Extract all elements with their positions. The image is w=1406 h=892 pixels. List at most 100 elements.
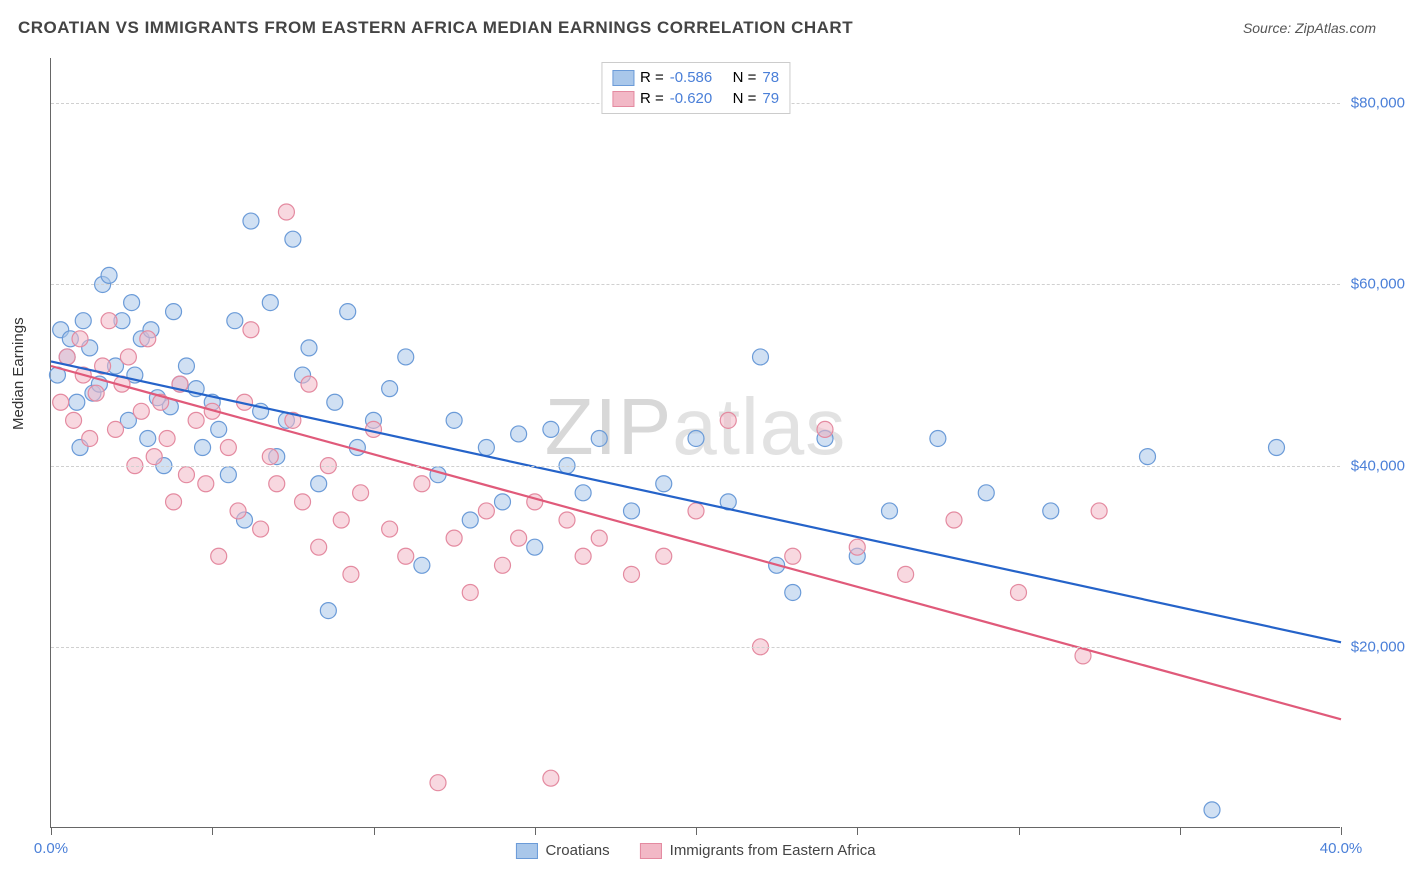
data-point (353, 485, 369, 501)
data-point (898, 566, 914, 582)
legend-item: Immigrants from Eastern Africa (640, 842, 876, 859)
x-tick (51, 827, 52, 835)
data-point (327, 394, 343, 410)
data-point (262, 295, 278, 311)
series-name: Immigrants from Eastern Africa (670, 842, 876, 859)
r-value: -0.620 (670, 90, 713, 107)
data-point (753, 349, 769, 365)
data-point (478, 503, 494, 519)
data-point (311, 476, 327, 492)
data-point (108, 421, 124, 437)
y-tick-label: $60,000 (1351, 276, 1405, 293)
data-point (178, 358, 194, 374)
gridline (51, 284, 1340, 285)
legend-row: R = -0.586 N = 78 (612, 67, 779, 88)
data-point (1091, 503, 1107, 519)
x-tick (857, 827, 858, 835)
data-point (1269, 440, 1285, 456)
data-point (69, 394, 85, 410)
data-point (188, 412, 204, 428)
data-point (120, 349, 136, 365)
data-point (278, 204, 294, 220)
data-point (72, 331, 88, 347)
data-point (591, 430, 607, 446)
data-point (527, 539, 543, 555)
gridline (51, 647, 1340, 648)
x-tick (374, 827, 375, 835)
data-point (575, 548, 591, 564)
data-point (575, 485, 591, 501)
data-point (166, 494, 182, 510)
x-tick (212, 827, 213, 835)
data-point (398, 349, 414, 365)
data-point (543, 770, 559, 786)
data-point (88, 385, 104, 401)
r-label: R = (640, 69, 664, 86)
data-point (1140, 449, 1156, 465)
data-point (414, 557, 430, 573)
data-point (978, 485, 994, 501)
y-tick-label: $80,000 (1351, 95, 1405, 112)
data-point (817, 421, 833, 437)
data-point (243, 213, 259, 229)
data-point (140, 430, 156, 446)
data-point (140, 331, 156, 347)
data-point (446, 412, 462, 428)
data-point (495, 557, 511, 573)
swatch-icon (612, 91, 634, 107)
data-point (178, 467, 194, 483)
data-point (446, 530, 462, 546)
data-point (688, 430, 704, 446)
data-point (656, 548, 672, 564)
data-point (301, 340, 317, 356)
y-tick-label: $20,000 (1351, 638, 1405, 655)
swatch-icon (640, 843, 662, 859)
data-point (269, 476, 285, 492)
data-point (198, 476, 214, 492)
data-point (382, 381, 398, 397)
data-point (1204, 802, 1220, 818)
data-point (930, 430, 946, 446)
legend-row: R = -0.620 N = 79 (612, 88, 779, 109)
data-point (333, 512, 349, 528)
legend-item: Croatians (515, 842, 609, 859)
data-point (101, 313, 117, 329)
data-point (75, 313, 91, 329)
data-point (320, 603, 336, 619)
data-point (59, 349, 75, 365)
trend-line (51, 366, 1341, 719)
data-point (1043, 503, 1059, 519)
legend-series: Croatians Immigrants from Eastern Africa (515, 842, 875, 859)
data-point (478, 440, 494, 456)
data-point (230, 503, 246, 519)
n-label: N = (733, 69, 757, 86)
data-point (124, 295, 140, 311)
y-tick-label: $40,000 (1351, 457, 1405, 474)
data-point (343, 566, 359, 582)
data-point (559, 512, 575, 528)
data-point (398, 548, 414, 564)
data-point (340, 304, 356, 320)
page-title: CROATIAN VS IMMIGRANTS FROM EASTERN AFRI… (18, 18, 853, 38)
swatch-icon (515, 843, 537, 859)
data-point (82, 430, 98, 446)
data-point (414, 476, 430, 492)
data-point (1011, 584, 1027, 600)
x-tick-label: 0.0% (34, 840, 68, 857)
data-point (301, 376, 317, 392)
data-point (253, 521, 269, 537)
data-point (311, 539, 327, 555)
data-point (430, 467, 446, 483)
source-label: Source: ZipAtlas.com (1243, 20, 1376, 36)
x-tick (1341, 827, 1342, 835)
data-point (591, 530, 607, 546)
data-point (101, 267, 117, 283)
data-point (785, 584, 801, 600)
data-point (656, 476, 672, 492)
trend-line (51, 361, 1341, 642)
x-tick-label: 40.0% (1320, 840, 1363, 857)
x-tick (1180, 827, 1181, 835)
data-point (624, 566, 640, 582)
gridline (51, 466, 1340, 467)
data-point (624, 503, 640, 519)
